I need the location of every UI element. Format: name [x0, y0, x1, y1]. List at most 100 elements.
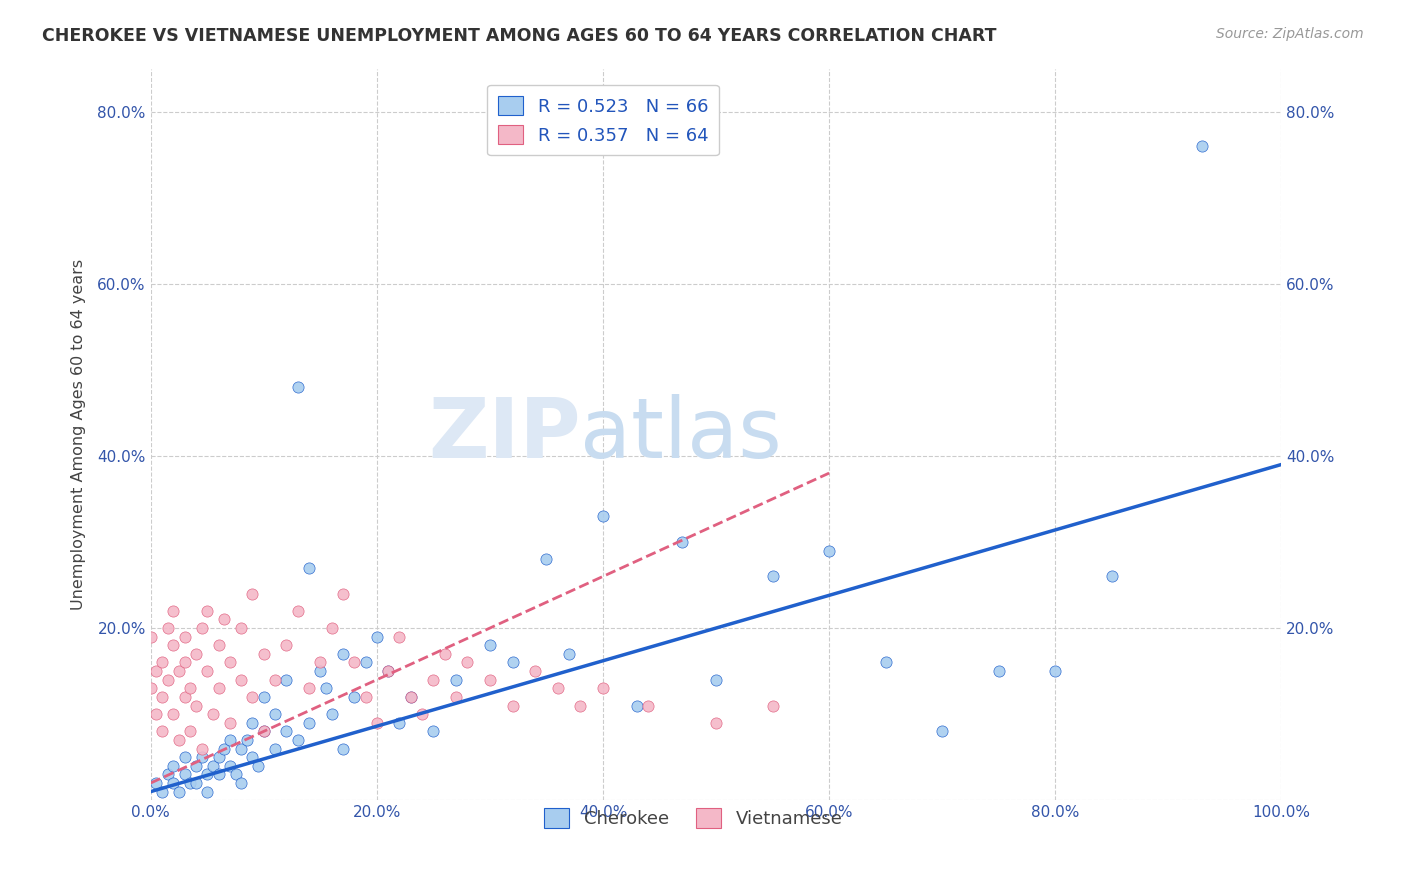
Text: CHEROKEE VS VIETNAMESE UNEMPLOYMENT AMONG AGES 60 TO 64 YEARS CORRELATION CHART: CHEROKEE VS VIETNAMESE UNEMPLOYMENT AMON… — [42, 27, 997, 45]
Point — [173, 630, 195, 644]
Point — [173, 750, 195, 764]
Point — [162, 707, 184, 722]
Point — [536, 552, 558, 566]
Point — [309, 664, 332, 678]
Point — [201, 707, 224, 722]
Point — [156, 673, 179, 687]
Point — [637, 698, 659, 713]
Point — [179, 681, 201, 696]
Point — [1191, 139, 1213, 153]
Point — [225, 767, 247, 781]
Point — [287, 733, 309, 747]
Point — [264, 741, 287, 756]
Point — [190, 621, 212, 635]
Point — [190, 750, 212, 764]
Point — [399, 690, 422, 704]
Point — [207, 767, 229, 781]
Point — [231, 741, 253, 756]
Point — [173, 656, 195, 670]
Point — [761, 569, 783, 583]
Point — [704, 715, 727, 730]
Point — [150, 656, 173, 670]
Point — [761, 698, 783, 713]
Point — [195, 664, 218, 678]
Point — [184, 647, 207, 661]
Point — [524, 664, 547, 678]
Point — [236, 733, 259, 747]
Point — [184, 759, 207, 773]
Point — [388, 630, 411, 644]
Point — [231, 621, 253, 635]
Point — [592, 681, 614, 696]
Y-axis label: Unemployment Among Ages 60 to 64 years: Unemployment Among Ages 60 to 64 years — [72, 259, 86, 610]
Point — [264, 673, 287, 687]
Point — [343, 690, 366, 704]
Point — [207, 681, 229, 696]
Point — [411, 707, 433, 722]
Point — [478, 638, 501, 652]
Point — [987, 664, 1010, 678]
Point — [231, 673, 253, 687]
Point — [332, 647, 354, 661]
Point — [145, 776, 167, 790]
Point — [162, 638, 184, 652]
Point — [195, 767, 218, 781]
Point — [207, 638, 229, 652]
Point — [626, 698, 648, 713]
Point — [242, 690, 264, 704]
Point — [388, 715, 411, 730]
Point — [145, 664, 167, 678]
Point — [502, 698, 524, 713]
Point — [547, 681, 569, 696]
Point — [298, 715, 321, 730]
Point — [195, 604, 218, 618]
Point — [167, 664, 190, 678]
Point — [218, 656, 240, 670]
Point — [218, 733, 240, 747]
Point — [366, 715, 388, 730]
Point — [173, 767, 195, 781]
Point — [173, 690, 195, 704]
Point — [195, 784, 218, 798]
Point — [218, 759, 240, 773]
Point — [184, 698, 207, 713]
Point — [818, 543, 841, 558]
Point — [671, 535, 693, 549]
Point — [167, 784, 190, 798]
Legend: Cherokee, Vietnamese: Cherokee, Vietnamese — [537, 801, 851, 835]
Point — [287, 380, 309, 394]
Point — [167, 733, 190, 747]
Point — [456, 656, 478, 670]
Point — [321, 621, 343, 635]
Point — [150, 690, 173, 704]
Point — [287, 604, 309, 618]
Point — [139, 630, 162, 644]
Point — [298, 681, 321, 696]
Point — [242, 586, 264, 600]
Point — [931, 724, 953, 739]
Point — [150, 724, 173, 739]
Point — [502, 656, 524, 670]
Point — [201, 759, 224, 773]
Point — [150, 784, 173, 798]
Point — [422, 673, 444, 687]
Text: Source: ZipAtlas.com: Source: ZipAtlas.com — [1216, 27, 1364, 41]
Point — [321, 707, 343, 722]
Point — [156, 621, 179, 635]
Point — [184, 776, 207, 790]
Text: atlas: atlas — [581, 394, 782, 475]
Point — [247, 759, 270, 773]
Point — [253, 724, 276, 739]
Point — [162, 604, 184, 618]
Point — [558, 647, 581, 661]
Point — [231, 776, 253, 790]
Point — [276, 673, 298, 687]
Point — [875, 656, 897, 670]
Point — [332, 741, 354, 756]
Point — [422, 724, 444, 739]
Point — [332, 586, 354, 600]
Point — [218, 715, 240, 730]
Point — [162, 759, 184, 773]
Point — [399, 690, 422, 704]
Point — [145, 707, 167, 722]
